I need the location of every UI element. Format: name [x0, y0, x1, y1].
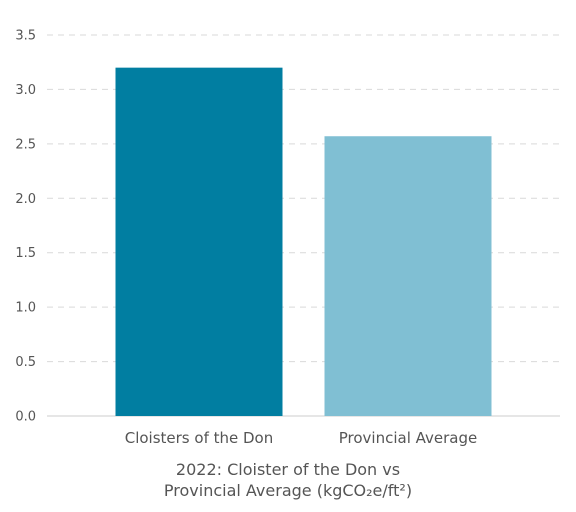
bar: [115, 67, 283, 417]
y-tick-label: 3.5: [15, 29, 36, 44]
chart-title: 2022: Cloister of the Don vs Provincial …: [0, 459, 576, 501]
y-tick-label: 0.5: [15, 355, 36, 370]
y-axis-tick-labels: 0.0 0.5 1.0 1.5 2.0 2.5 3.0 3.5: [15, 29, 36, 425]
chart-title-line-2: Provincial Average (kgCO₂e/ft²): [163, 481, 413, 500]
y-tick-label: 1.0: [15, 301, 36, 316]
chart-title-line-1: 2022: Cloister of the Don vs: [175, 460, 401, 479]
x-category-label: Provincial Average: [339, 429, 478, 447]
x-axis-category-labels: Cloisters of the Don Provincial Average: [125, 429, 478, 447]
bar: [324, 136, 492, 417]
y-tick-label: 2.0: [15, 192, 36, 207]
y-tick-label: 0.0: [15, 410, 36, 425]
y-tick-label: 2.5: [15, 137, 36, 152]
x-category-label: Cloisters of the Don: [125, 429, 274, 447]
bar-chart: 0.0 0.5 1.0 1.5 2.0 2.5 3.0 3.5 Cloisters of th…: [15, 29, 560, 447]
y-tick-label: 3.0: [15, 83, 36, 98]
bars: [115, 67, 492, 417]
y-tick-label: 1.5: [15, 246, 36, 261]
